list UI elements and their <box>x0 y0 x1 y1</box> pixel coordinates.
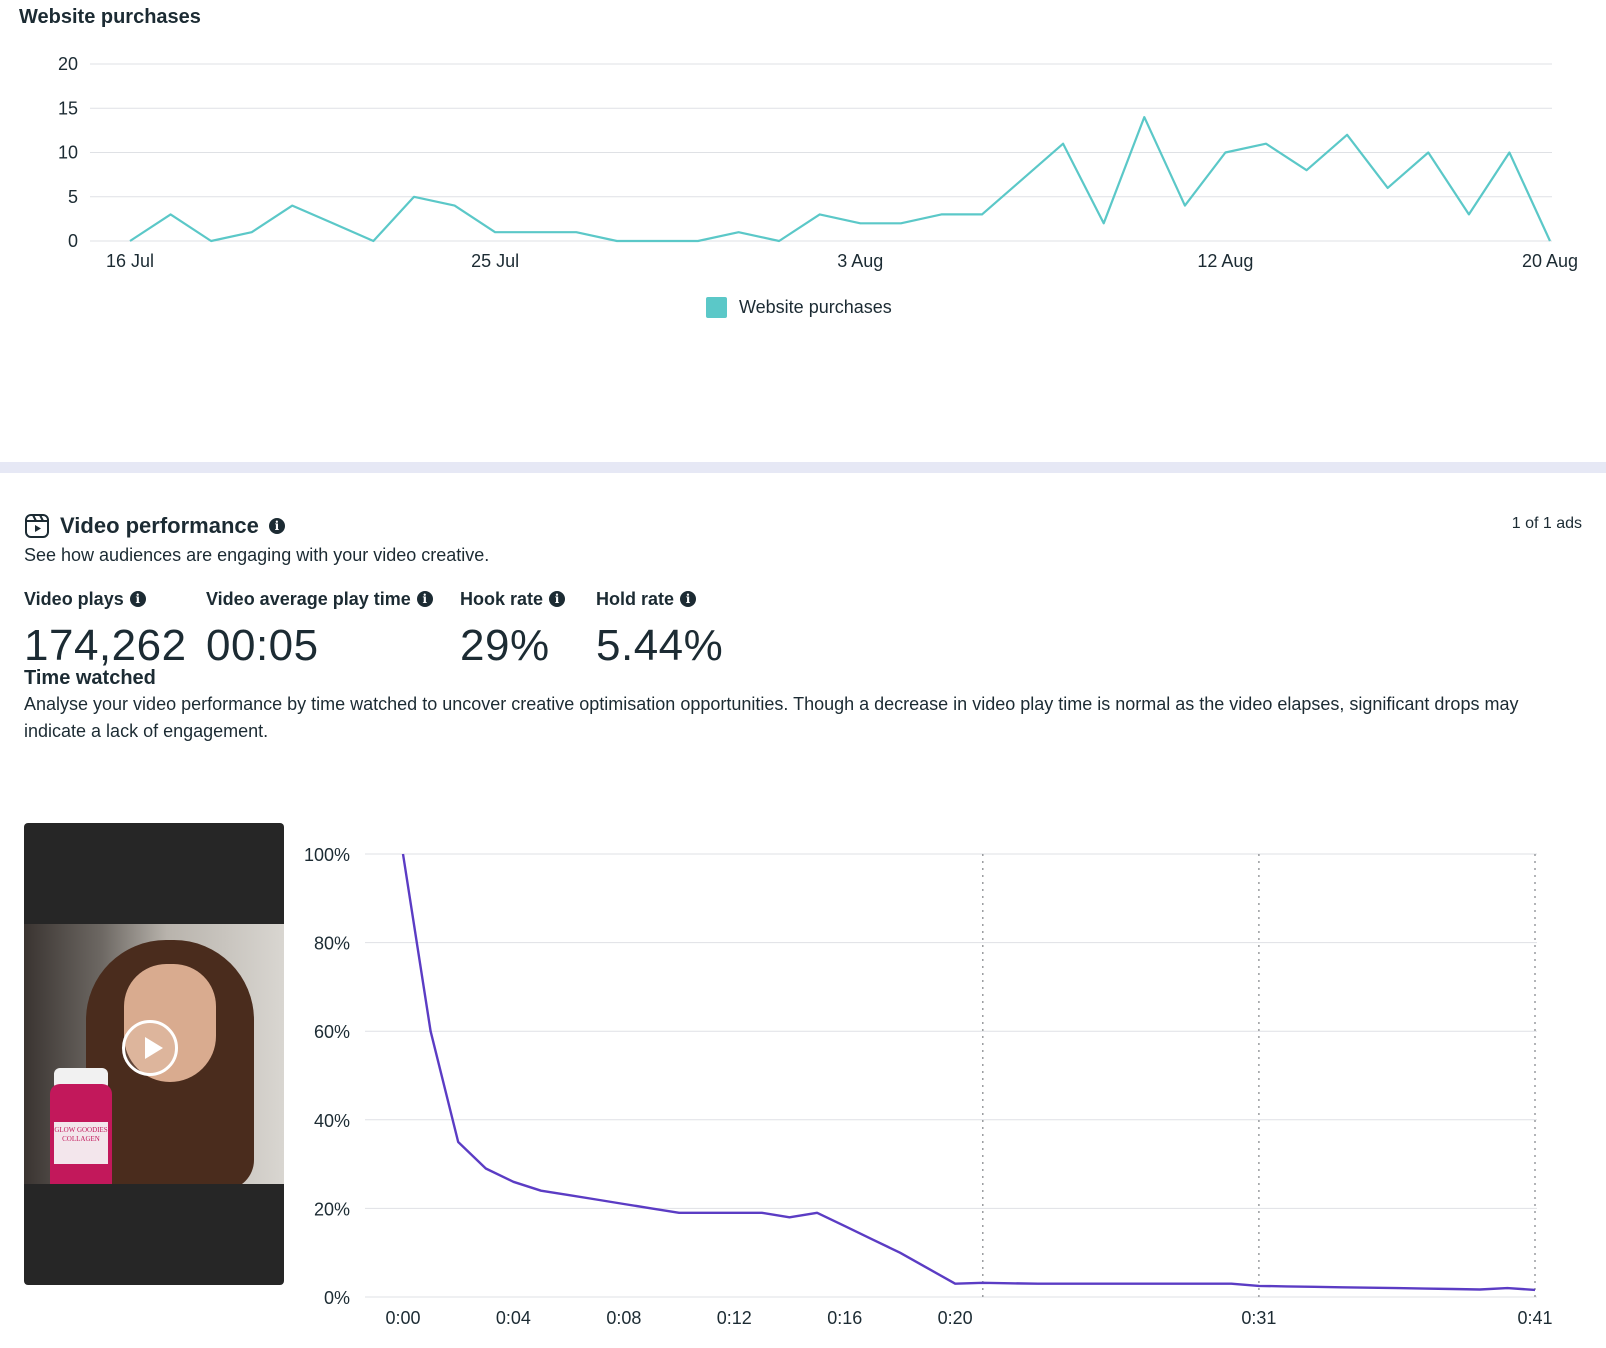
y-tick-label: 20% <box>314 1199 350 1219</box>
y-tick-label: 20 <box>58 54 78 74</box>
ads-count: 1 of 1 ads <box>1511 515 1582 532</box>
info-icon[interactable]: i <box>549 591 566 607</box>
y-tick-label: 5 <box>68 187 78 207</box>
y-tick-label: 40% <box>314 1111 350 1131</box>
video-performance-title: Video performance <box>60 513 259 538</box>
video-thumbnail[interactable]: GLOW GOODIES COLLAGEN <box>24 823 284 1285</box>
x-tick-label: 20 Aug <box>1522 251 1578 271</box>
metric-label-text: Hold rate <box>596 588 675 609</box>
x-tick-label: 0:12 <box>717 1308 752 1328</box>
video-frame: GLOW GOODIES COLLAGEN <box>24 924 284 1184</box>
legend-swatch <box>706 297 727 318</box>
legend-label: Website purchases <box>739 297 892 317</box>
video-performance-subtitle: See how audiences are engaging with your… <box>24 545 490 565</box>
website-purchases-card: Website purchases 0 5 10 15 20 16 Jul 25 Jul 3 … <box>0 0 1606 462</box>
video-performance-section: Video performance i 1 of 1 ads See how a… <box>0 473 1606 1348</box>
metric-average-play-time: Video average play time i 00:05 <box>206 587 460 671</box>
y-tick-label: 15 <box>58 98 78 118</box>
series-line-website-purchases <box>129 115 1551 243</box>
y-tick-label: 100% <box>304 845 350 865</box>
metric-value: 29% <box>460 621 550 670</box>
y-tick-label: 10 <box>58 143 78 163</box>
x-tick-label: 0:08 <box>606 1308 641 1328</box>
play-icon[interactable] <box>122 1020 178 1076</box>
x-tick-label: 12 Aug <box>1197 251 1253 271</box>
metrics-row: Video plays i 174,262 Video average play… <box>24 587 756 671</box>
y-tick-label: 80% <box>314 934 350 954</box>
x-tick-label: 0:16 <box>827 1308 862 1328</box>
metric-value: 5.44% <box>596 621 724 670</box>
time-watched-description: Analyse your video performance by time w… <box>24 694 1519 741</box>
metric-label: Hold rate i <box>596 587 756 611</box>
metric-label-text: Video plays <box>24 588 124 609</box>
retention-chart: 0% 20% 40% 60% 80% 100% 0:00 0:04 0:08 0:12 0:16 0:… <box>304 845 1553 1328</box>
frame-product-label: GLOW GOODIES COLLAGEN <box>54 1122 108 1164</box>
y-tick-label: 0 <box>68 231 78 251</box>
y-tick-label: 60% <box>314 1022 350 1042</box>
series-line-retention <box>401 853 1536 1292</box>
x-tick-label: 0:41 <box>1517 1308 1552 1328</box>
metric-label-text: Video average play time <box>206 588 411 609</box>
video-performance-header: Video performance i <box>24 513 285 539</box>
info-icon[interactable]: i <box>129 591 146 607</box>
metric-hold-rate: Hold rate i 5.44% <box>596 587 756 671</box>
info-icon[interactable]: i <box>268 518 285 534</box>
metric-label: Video plays i <box>24 587 206 611</box>
x-tick-label: 3 Aug <box>837 251 883 271</box>
chart-legend[interactable]: Website purchases <box>706 297 892 318</box>
metric-label: Video average play time i <box>206 587 460 611</box>
video-reel-icon <box>24 513 50 539</box>
purchases-chart: 0 5 10 15 20 16 Jul 25 Jul 3 Aug 12 Aug 20 Aug <box>58 54 1578 271</box>
x-tick-label: 0:04 <box>496 1308 531 1328</box>
metric-label: Hook rate i <box>460 587 596 611</box>
info-icon[interactable]: i <box>680 591 697 607</box>
x-tick-label: 0:31 <box>1241 1308 1276 1328</box>
y-tick-label: 0% <box>324 1288 350 1308</box>
x-tick-label: 25 Jul <box>471 251 519 271</box>
metric-hook-rate: Hook rate i 29% <box>460 587 596 671</box>
time-watched-title: Time watched <box>24 667 156 689</box>
section-divider <box>0 462 1606 473</box>
metric-video-plays: Video plays i 174,262 <box>24 587 206 671</box>
metric-value: 174,262 <box>24 621 187 670</box>
metric-value: 00:05 <box>206 621 319 670</box>
x-tick-label: 0:20 <box>938 1308 973 1328</box>
x-tick-label: 16 Jul <box>106 251 154 271</box>
info-icon[interactable]: i <box>416 591 433 607</box>
chart-title: Website purchases <box>19 6 201 28</box>
metric-label-text: Hook rate <box>460 588 544 609</box>
x-tick-label: 0:00 <box>385 1308 420 1328</box>
